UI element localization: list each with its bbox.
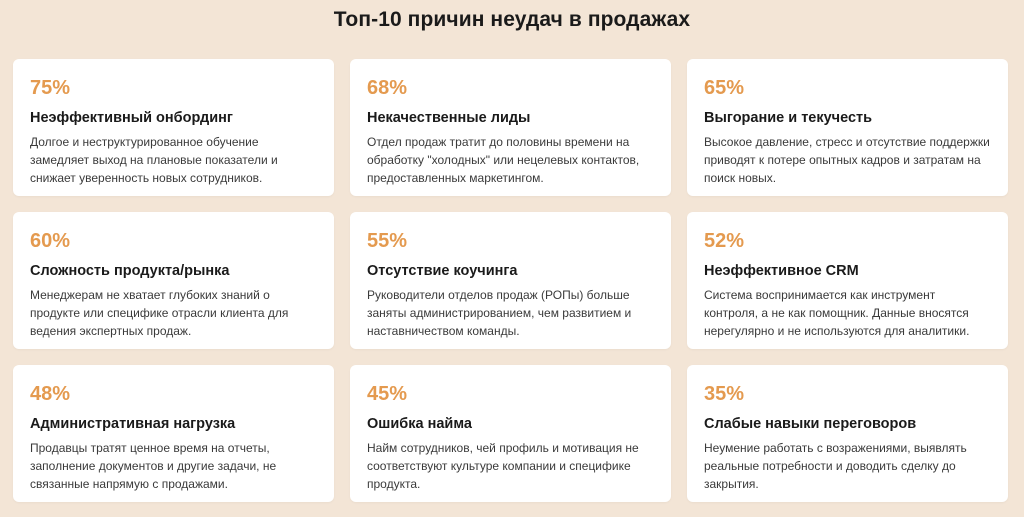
card-text: Руководители отделов продаж (РОПы) больш…	[367, 288, 632, 338]
card-title: Административная нагрузка	[30, 416, 236, 432]
reason-card-onboarding: 75% Неэффективный онбординг Долгое и нес…	[13, 59, 334, 196]
card-text: Найм сотрудников, чей профиль и мотиваци…	[367, 441, 639, 491]
card-title: Неэффективный онбординг	[30, 110, 233, 126]
reason-card-hiring: 45% Ошибка найма Найм сотрудников, чей п…	[350, 365, 671, 502]
reason-card-admin-load: 48% Административная нагрузка Продавцы т…	[13, 365, 334, 502]
card-title: Ошибка найма	[367, 416, 472, 432]
card-text: Высокое давление, стресс и отсутствие по…	[704, 135, 990, 185]
reason-card-burnout: 65% Выгорание и текучесть Высокое давлен…	[687, 59, 1008, 196]
card-percent: 68%	[367, 77, 408, 99]
page-title: Топ-10 причин неудач в продажах	[333, 8, 691, 31]
card-title: Отсутствие коучинга	[367, 263, 518, 279]
card-text: Продавцы тратят ценное время на отчеты, …	[30, 441, 277, 491]
card-text: Менеджерам не хватает глубоких знаний о …	[30, 288, 289, 338]
reasons-grid: 75% Неэффективный онбординг Долгое и нес…	[13, 59, 1024, 502]
card-text: Система воспринимается как инструмент ко…	[704, 288, 970, 338]
card-title: Выгорание и текучесть	[704, 110, 873, 126]
card-percent: 55%	[367, 230, 408, 252]
card-percent: 45%	[367, 383, 408, 405]
card-title: Сложность продукта/рынка	[30, 263, 230, 279]
card-percent: 35%	[704, 383, 745, 405]
card-text: Отдел продаж тратит до половины времени …	[367, 135, 640, 185]
card-title: Некачественные лиды	[367, 110, 531, 126]
card-title: Слабые навыки переговоров	[704, 416, 917, 432]
reason-card-leads: 68% Некачественные лиды Отдел продаж тра…	[350, 59, 671, 196]
card-percent: 48%	[30, 383, 71, 405]
reason-card-crm: 52% Неэффективное CRM Система воспринима…	[687, 212, 1008, 349]
card-percent: 65%	[704, 77, 745, 99]
reason-card-product-complexity: 60% Сложность продукта/рынка Менеджерам …	[13, 212, 334, 349]
card-text: Неумение работать с возражениями, выявля…	[704, 441, 967, 491]
card-title: Неэффективное CRM	[704, 263, 859, 279]
reason-card-negotiation: 35% Слабые навыки переговоров Неумение р…	[687, 365, 1008, 502]
card-text: Долгое и неструктурированное обучение за…	[30, 135, 278, 185]
card-percent: 60%	[30, 230, 71, 252]
card-percent: 52%	[704, 230, 745, 252]
reason-card-coaching: 55% Отсутствие коучинга Руководители отд…	[350, 212, 671, 349]
card-percent: 75%	[30, 77, 71, 99]
